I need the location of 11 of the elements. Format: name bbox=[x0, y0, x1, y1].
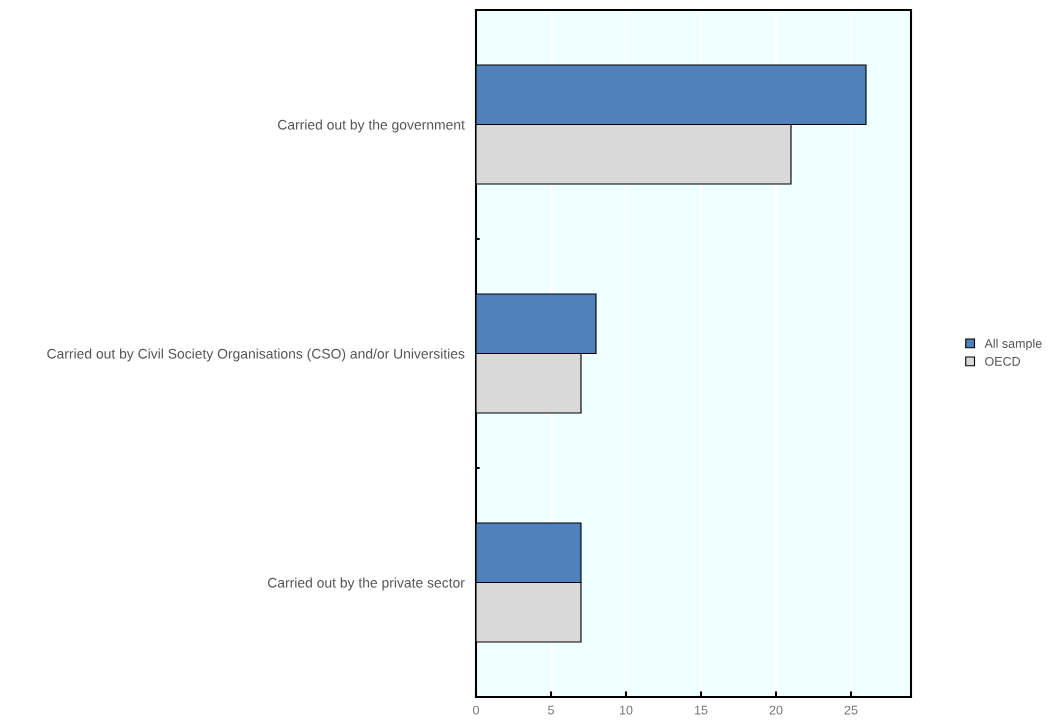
y-tick-label: Carried out by the government bbox=[278, 119, 465, 133]
y-tick-label: Carried out by the private sector bbox=[267, 577, 465, 591]
x-tick-label: 25 bbox=[844, 705, 858, 715]
x-tick-label: 10 bbox=[620, 705, 633, 715]
x-tick-label: 5 bbox=[548, 705, 554, 715]
x-tick-label: 15 bbox=[695, 705, 708, 715]
x-tick-label: 20 bbox=[769, 705, 783, 715]
legend-label: OECD bbox=[985, 356, 1021, 366]
legend-label: All sample bbox=[984, 338, 1042, 351]
y-tick-label: Carried out by Civil Society Organisations (CSO) and/or Universities bbox=[47, 348, 465, 362]
x-tick-label: 0 bbox=[473, 705, 479, 715]
